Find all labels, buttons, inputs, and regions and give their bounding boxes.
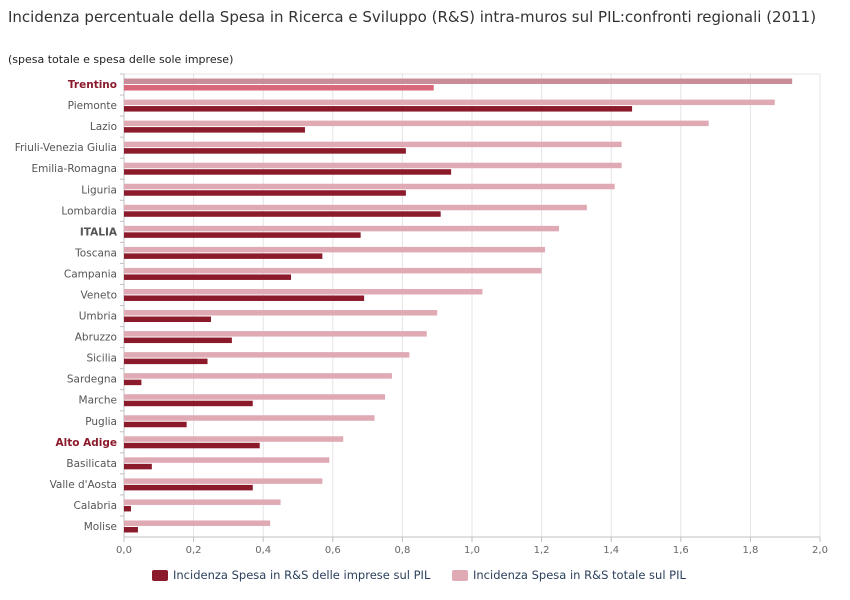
x-tick-label: 0,8 <box>394 545 410 556</box>
bar-totale[interactable] <box>124 394 385 400</box>
bar-imprese[interactable] <box>124 85 434 91</box>
bar-totale[interactable] <box>124 204 587 211</box>
legend-swatch-totale <box>452 569 468 581</box>
chart-title: Incidenza percentuale della Spesa in Ric… <box>8 8 817 26</box>
category-label: Valle d'Aosta <box>50 479 117 491</box>
category-label: Basilicata <box>66 458 117 470</box>
bar-totale[interactable] <box>124 225 559 232</box>
category-label: Marche <box>79 395 117 407</box>
category-label: Trentino <box>68 79 117 91</box>
category-label: Friuli-Venezia Giulia <box>15 142 117 154</box>
category-label: Alto Adige <box>56 437 118 449</box>
bar-imprese[interactable] <box>124 274 292 280</box>
bar-totale[interactable] <box>124 436 344 442</box>
x-tick-label: 1,2 <box>534 545 550 556</box>
bar-imprese[interactable] <box>124 316 211 323</box>
bar-imprese[interactable] <box>124 526 138 533</box>
x-axis-ticks: 0,0 0,2 0,4 0,6 0,8 1,0 1,2 1,4 1,6 1,8 2,0 <box>116 73 828 556</box>
category-label: Puglia <box>85 416 117 428</box>
category-label: Calabria <box>74 500 117 512</box>
legend-swatch-imprese <box>152 569 168 581</box>
category-label: Lazio <box>90 121 117 133</box>
bar-imprese[interactable] <box>124 463 152 470</box>
bar-totale[interactable] <box>124 499 281 505</box>
category-label: Veneto <box>81 289 117 301</box>
category-label: Lombardia <box>61 205 117 217</box>
bar-imprese[interactable] <box>124 211 441 217</box>
x-tick-label: 1,6 <box>673 545 689 556</box>
x-tick-label: 0,0 <box>116 545 132 556</box>
x-tick-label: 1,4 <box>603 545 619 556</box>
category-label: Emilia-Romagna <box>31 163 117 175</box>
bar-imprese[interactable] <box>124 421 187 428</box>
category-label: Molise <box>84 521 117 533</box>
bar-imprese[interactable] <box>124 337 232 344</box>
legend: Incidenza Spesa in R&S delle imprese sul… <box>0 568 850 588</box>
bar-imprese[interactable] <box>124 358 208 365</box>
bar-imprese[interactable] <box>124 442 260 449</box>
bar-imprese[interactable] <box>124 400 253 407</box>
bar-imprese[interactable] <box>124 106 633 112</box>
bar-totale[interactable] <box>124 120 709 127</box>
bar-imprese[interactable] <box>124 253 323 259</box>
legend-label-totale: Incidenza Spesa in R&S totale sul PIL <box>473 568 686 582</box>
bar-totale[interactable] <box>124 331 427 337</box>
category-label: Piemonte <box>68 100 117 112</box>
legend-label-imprese: Incidenza Spesa in R&S delle imprese sul… <box>173 568 431 582</box>
category-labels: Trentino Piemonte Lazio Friuli-Venezia Giul… <box>15 79 118 533</box>
bar-imprese[interactable] <box>124 484 253 491</box>
bar-totale[interactable] <box>124 162 622 169</box>
x-tick-label: 0,6 <box>325 545 341 556</box>
bar-totale[interactable] <box>124 478 323 484</box>
bar-totale[interactable] <box>124 267 542 274</box>
category-label: Abruzzo <box>75 332 117 344</box>
category-label: Umbria <box>79 311 117 323</box>
category-label: Toscana <box>74 247 117 259</box>
category-label: Campania <box>64 268 117 280</box>
bar-imprese[interactable] <box>124 505 131 512</box>
bar-chart: Trentino Piemonte Lazio Friuli-Venezia Giul… <box>15 73 828 556</box>
bar-totale[interactable] <box>124 310 438 316</box>
bar-imprese[interactable] <box>124 169 452 175</box>
bar-totale[interactable] <box>124 352 410 358</box>
legend-item-totale[interactable]: Incidenza Spesa in R&S totale sul PIL <box>452 568 686 582</box>
bar-totale[interactable] <box>124 288 483 295</box>
bar-totale[interactable] <box>124 78 793 85</box>
bar-totale[interactable] <box>124 183 615 190</box>
bar-totale[interactable] <box>124 415 375 421</box>
category-label: Liguria <box>81 184 117 196</box>
category-label: ITALIA <box>80 226 118 238</box>
bar-totale[interactable] <box>124 246 546 253</box>
bar-totale[interactable] <box>124 520 271 526</box>
x-tick-label: 1,8 <box>742 545 758 556</box>
x-tick-label: 0,2 <box>186 545 202 556</box>
bar-imprese[interactable] <box>124 148 406 154</box>
bar-totale[interactable] <box>124 99 775 106</box>
bar-imprese[interactable] <box>124 379 142 386</box>
x-tick-label: 0,4 <box>255 545 271 556</box>
category-label: Sardegna <box>67 374 117 386</box>
bar-imprese[interactable] <box>124 232 361 238</box>
legend-item-imprese[interactable]: Incidenza Spesa in R&S delle imprese sul… <box>152 568 430 582</box>
bar-imprese[interactable] <box>124 127 305 133</box>
bar-totale[interactable] <box>124 457 330 463</box>
x-tick-label: 1,0 <box>464 545 480 556</box>
bar-imprese[interactable] <box>124 295 365 301</box>
bar-totale[interactable] <box>124 373 392 379</box>
x-tick-label: 2,0 <box>812 545 828 556</box>
bar-totale[interactable] <box>124 141 622 148</box>
chart-subtitle: (spesa totale e spesa delle sole imprese… <box>8 53 234 66</box>
category-label: Sicilia <box>86 353 117 365</box>
bars <box>124 78 793 533</box>
bar-imprese[interactable] <box>124 190 406 196</box>
